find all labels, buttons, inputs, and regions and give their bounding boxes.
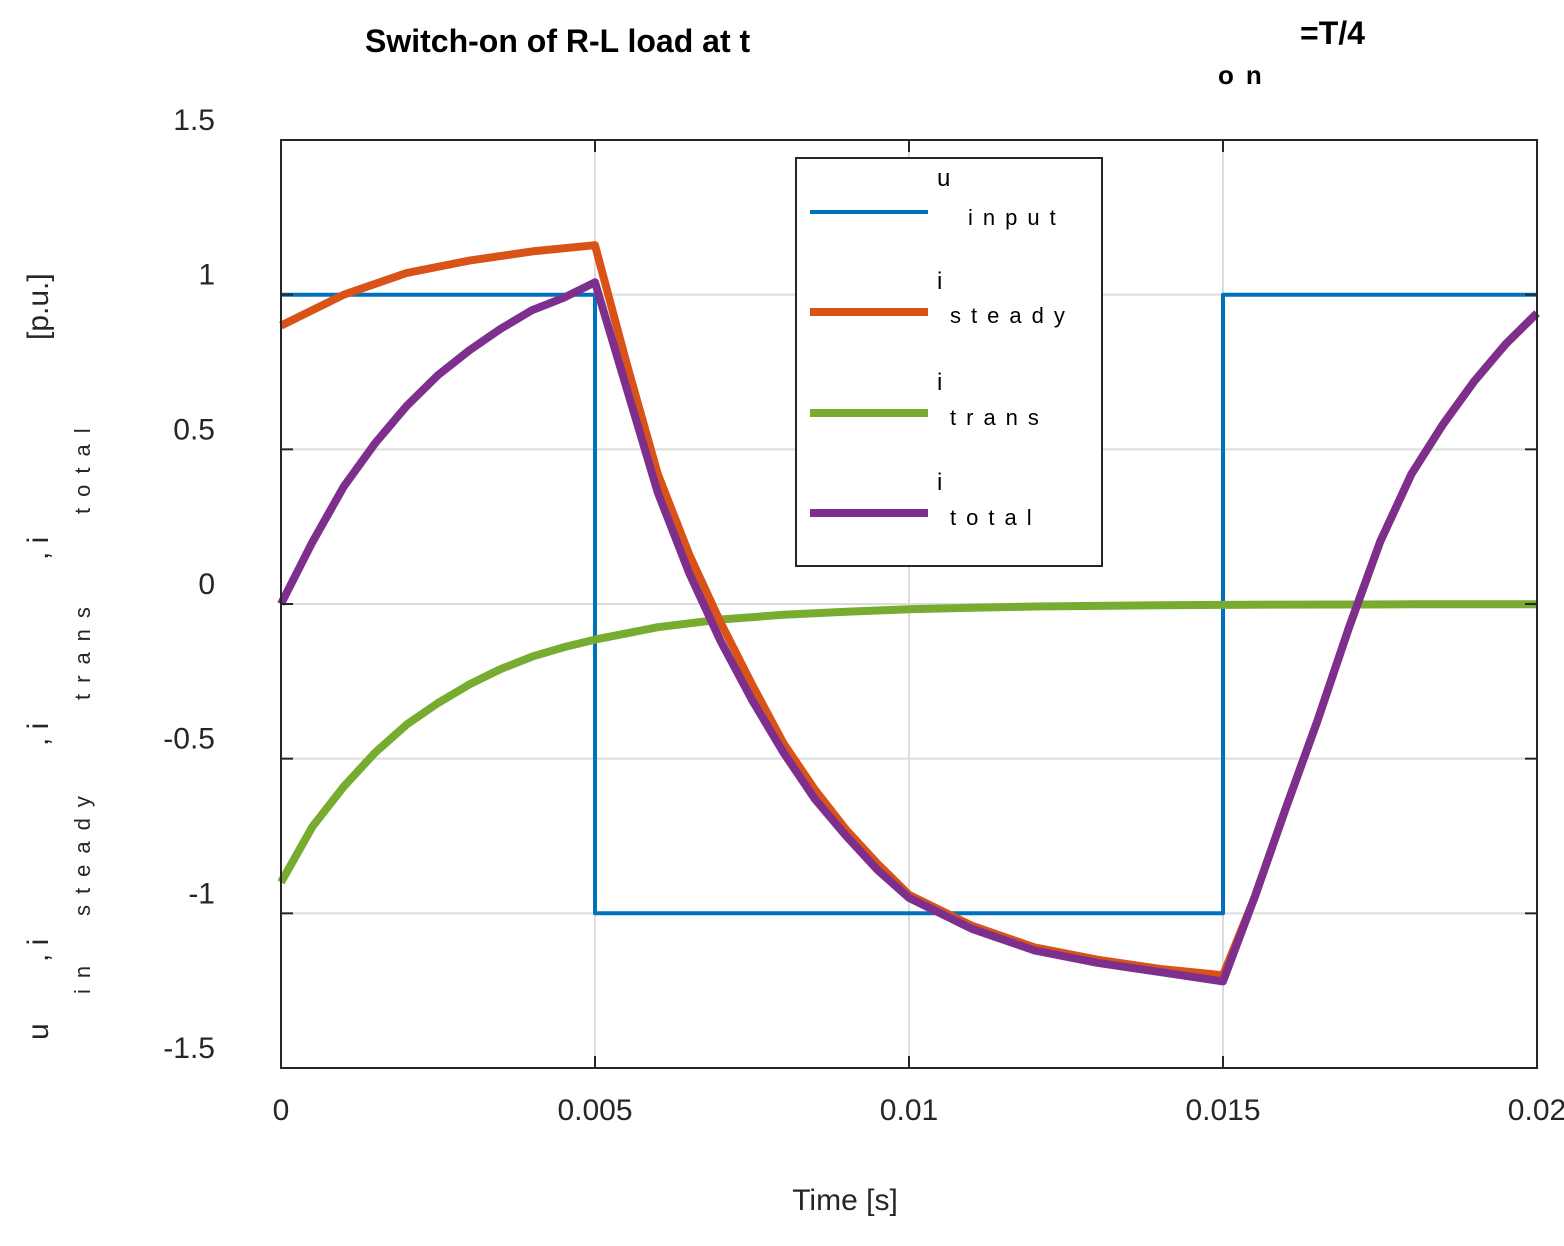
series-lines [277, 241, 1540, 986]
y-label-u-sub: in [70, 955, 95, 994]
x-tick-label: 0.02 [1508, 1094, 1564, 1127]
x-tick-label: 0.005 [557, 1094, 632, 1127]
y-tick-label: -0.5 [163, 723, 215, 756]
y-tick-label: 1 [198, 259, 215, 292]
x-tick-label: 0.01 [880, 1094, 938, 1127]
y-label-unit: [p.u.] [22, 273, 55, 340]
legend-entry-u-input: u input [810, 165, 1066, 230]
chart-title: Switch-on of R-L load at t [365, 23, 751, 59]
y-label-sep1: , i [22, 939, 55, 962]
chart-title-suffix: =T/4 [1300, 15, 1365, 51]
y-label-steady-sub: steady [70, 785, 95, 916]
y-tick-label: -1.5 [163, 1032, 215, 1065]
legend-box [795, 157, 1103, 567]
legend: u input i steady i trans i total [795, 157, 1103, 567]
legend-label-i-trans: i [937, 369, 942, 396]
y-tick-label: 0 [198, 568, 215, 601]
x-axis-label: Time [s] [792, 1184, 898, 1217]
y-label-trans-sub: trans [70, 596, 95, 700]
y-axis-label: u in , i steady , i trans , i total [p.u… [22, 273, 95, 1040]
legend-entry-i-total: i total [810, 469, 1042, 530]
legend-label-u: u [937, 165, 950, 192]
y-label-u: u [22, 1023, 55, 1040]
legend-label-trans: trans [950, 405, 1049, 430]
y-tick-label: -1 [188, 877, 215, 910]
legend-entry-i-steady: i steady [810, 268, 1075, 328]
chart-title-subscript: on [1218, 60, 1274, 90]
series-line-i-total [277, 278, 1540, 986]
y-label-total-sub: total [70, 417, 95, 514]
legend-label-i-steady: i [937, 268, 942, 295]
series-line-u-input [281, 292, 1537, 916]
y-label-sep3: , i [22, 537, 55, 560]
legend-label-total: total [950, 505, 1042, 530]
y-tick-label: 0.5 [173, 413, 215, 446]
x-tick-label: 0 [273, 1094, 290, 1127]
y-tick-label: 1.5 [173, 104, 215, 137]
legend-entry-i-trans: i trans [810, 369, 1049, 430]
legend-label-i-total: i [937, 469, 942, 496]
y-label-sep2: , i [22, 723, 55, 746]
x-tick-label: 0.015 [1185, 1094, 1260, 1127]
series-line-i-trans [277, 600, 1537, 885]
legend-label-input: input [968, 205, 1066, 230]
legend-label-steady: steady [950, 303, 1075, 328]
axes [280, 139, 1538, 1069]
tick-labels: 0 0.005 0.01 0.015 0.02 -1.5 -1 -0.5 0 0.5 1 1.5 [163, 104, 1564, 1127]
